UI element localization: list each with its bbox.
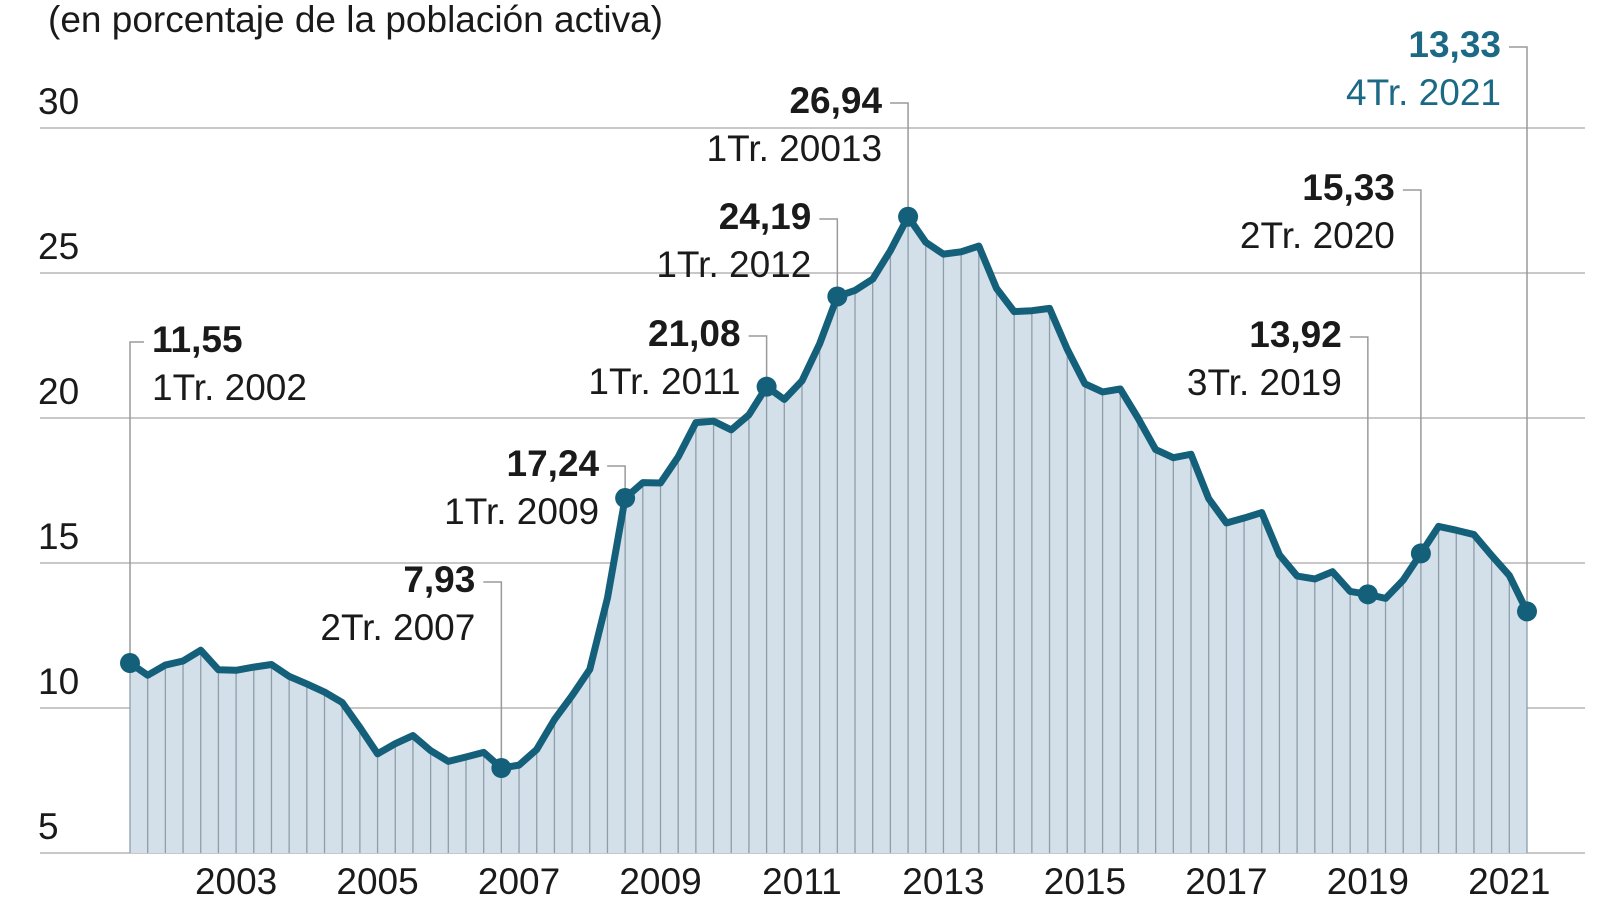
annotation-period: 3Tr. 2019	[1187, 362, 1342, 403]
annotation-value: 17,24	[507, 443, 600, 484]
annotation-point	[898, 206, 919, 227]
y-tick-label: 25	[38, 226, 79, 267]
x-tick-label: 2011	[762, 861, 842, 900]
annotation-period: 2Tr. 2007	[320, 607, 475, 648]
leader-line	[1349, 336, 1369, 595]
annotation-period: 1Tr. 2012	[656, 244, 811, 285]
chart-subtitle: (en porcentaje de la población activa)	[48, 0, 663, 40]
x-tick-label: 2013	[902, 861, 984, 900]
annotation-period: 2Tr. 2020	[1240, 215, 1395, 256]
annotation-value: 7,93	[403, 559, 475, 600]
leader-line	[1509, 46, 1528, 612]
annotation-value: 24,19	[719, 196, 812, 237]
x-tick-label: 2003	[195, 861, 277, 900]
annotation-point	[756, 376, 777, 397]
x-tick-label: 2005	[336, 861, 418, 900]
x-tick-label: 2015	[1044, 861, 1126, 900]
annotation-period: 1Tr. 2002	[152, 367, 307, 408]
leader-line	[483, 581, 503, 769]
annotation-point	[491, 758, 512, 779]
leader-line	[819, 218, 839, 297]
annotation-value: 26,94	[789, 80, 882, 121]
y-tick-label: 5	[38, 806, 59, 847]
annotation-point	[120, 653, 140, 674]
annotation-value: 11,55	[152, 319, 243, 360]
y-tick-label: 10	[38, 661, 79, 702]
x-tick-label: 2009	[619, 861, 701, 900]
annotation-period: 4Tr. 2021	[1346, 72, 1501, 113]
annotation-period: 1Tr. 2009	[444, 491, 599, 532]
annotation-point	[1357, 584, 1378, 605]
annotation-point	[615, 488, 636, 509]
y-tick-label: 20	[38, 371, 79, 412]
x-tick-label: 2017	[1185, 861, 1267, 900]
leader-line	[890, 102, 909, 217]
annotation-period: 1Tr. 2011	[588, 361, 740, 402]
annotation-point	[1517, 601, 1537, 622]
y-tick-label: 30	[38, 81, 79, 122]
line	[126, 213, 1531, 772]
y-tick-label: 15	[38, 516, 79, 557]
annotation-point	[827, 286, 848, 307]
annotation-value: 13,33	[1408, 24, 1501, 65]
x-tick-label: 2021	[1468, 861, 1550, 900]
leader-line	[607, 465, 626, 499]
x-tick-label: 2007	[478, 861, 560, 900]
annotation-period: 1Tr. 20013	[707, 128, 883, 169]
area	[130, 216, 1527, 854]
annotation-value: 13,92	[1249, 314, 1342, 355]
leader-line	[129, 341, 144, 664]
annotation-point	[1410, 543, 1431, 564]
leader-line	[748, 335, 768, 387]
annotation-value: 21,08	[648, 313, 741, 354]
annotation-value: 15,33	[1302, 167, 1395, 208]
x-tick-label: 2019	[1327, 861, 1409, 900]
leader-line	[1402, 189, 1422, 554]
